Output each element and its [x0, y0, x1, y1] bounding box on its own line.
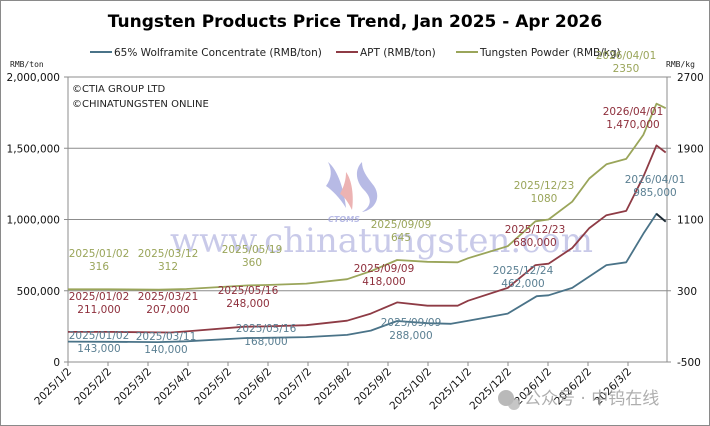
- right-axis-tick-label: 2700: [677, 72, 704, 84]
- x-axis-tick-label: 2025/9/2: [352, 366, 394, 408]
- annotation-date: 2025/01/02: [69, 330, 130, 342]
- series-line-wolframite: [67, 212, 667, 344]
- x-axis-tick-label: 2025/11/2: [428, 366, 475, 413]
- series-line-apt: [68, 144, 667, 334]
- legend-label-apt: APT (RMB/ton): [360, 47, 436, 59]
- x-axis-tick-label: 2025/7/2: [272, 366, 314, 408]
- ctoms-logo-watermark: CTOMS: [326, 162, 378, 224]
- annotation-date: 2025/12/24: [493, 265, 554, 277]
- right-axis-tick-label: -500: [677, 357, 701, 369]
- annotation-value: 462,000: [501, 278, 544, 290]
- annotation-value: 140,000: [144, 344, 187, 356]
- wechat-account-text: 公众号 · 中钨在线: [524, 389, 659, 409]
- annotation-date: 2025/05/19: [222, 244, 283, 256]
- annotation-date: 2025/09/09: [354, 263, 415, 275]
- annotation-value: 1080: [531, 193, 558, 205]
- annotation-value: 316: [89, 261, 109, 273]
- legend: 65% Wolframite Concentrate (RMB/ton) APT…: [90, 47, 621, 59]
- left-axis-tick-label: 1,500,000: [7, 143, 60, 155]
- right-axis-unit: RMB/kg: [666, 60, 695, 69]
- annotation: 2026/04/011,470,000: [603, 106, 664, 131]
- gridlines: [64, 76, 671, 363]
- x-axis-tick-label: 2025/1/2: [32, 366, 74, 408]
- annotation-date: 2026/04/01: [603, 106, 664, 118]
- url-watermark: www.chinatungsten.com: [170, 221, 593, 261]
- x-axis-tick-label: 2025/6/2: [232, 366, 274, 408]
- annotation-date: 2025/03/21: [138, 291, 199, 303]
- annotation-value: 143,000: [77, 343, 120, 355]
- annotation-value: 312: [158, 261, 178, 273]
- annotation-value: 360: [242, 257, 262, 269]
- left-axis-tick-label: 2,000,000: [7, 72, 60, 84]
- annotation-date: 2025/01/02: [69, 248, 130, 260]
- right-axis-tick-label: 1900: [677, 143, 704, 155]
- annotation-value: 418,000: [362, 276, 405, 288]
- annotation-date: 2025/03/12: [138, 248, 199, 260]
- left-axis-unit: RMB/ton: [10, 60, 44, 69]
- left-axis-ticks: 2,000,000 1,500,000 1,000,000 500,000 0: [7, 72, 60, 369]
- left-axis-tick-label: 1,000,000: [7, 215, 60, 227]
- series-line-powder: [68, 102, 667, 291]
- x-axis-tick-label: 2025/3/2: [112, 366, 154, 408]
- x-axis-tick-label: 2025/5/2: [192, 366, 234, 408]
- legend-label-powder: Tungsten Powder (RMB/kg): [479, 47, 621, 59]
- copyright-line-2: ©CHINATUNGSTEN ONLINE: [72, 99, 209, 110]
- annotation-date: 2026/04/01: [625, 174, 686, 186]
- annotation-value: 288,000: [389, 330, 432, 342]
- right-axis-ticks: 2700 1900 1100 300 -500: [677, 72, 704, 369]
- annotation-value: 2350: [613, 63, 640, 75]
- annotation-date: 2025/03/11: [136, 331, 197, 343]
- series-lines: [67, 102, 667, 344]
- annotation-value: 645: [391, 232, 411, 244]
- x-axis-tick-label: 2025/10/2: [388, 366, 435, 413]
- annotation-value: 248,000: [226, 298, 269, 310]
- x-axis-tick-label: 2025/2/2: [72, 366, 114, 408]
- wechat-watermark: 公众号 · 中钨在线: [498, 389, 659, 410]
- logo-watermark-text: CTOMS: [328, 215, 360, 224]
- annotation-value: 985,000: [633, 187, 676, 199]
- annotation-value: 211,000: [77, 304, 120, 316]
- right-axis-tick-label: 300: [677, 286, 697, 298]
- annotation-value: 207,000: [146, 304, 189, 316]
- copyright-line-1: ©CTIA GROUP LTD: [72, 84, 165, 95]
- left-axis-tick-label: 0: [53, 357, 60, 369]
- data-annotations: 2025/01/023162025/03/123122025/05/193602…: [69, 50, 686, 356]
- left-axis-tick-label: 500,000: [17, 286, 60, 298]
- legend-label-wolframite: 65% Wolframite Concentrate (RMB/ton): [114, 47, 322, 59]
- annotation-date: 2025/05/16: [218, 285, 279, 297]
- x-axis-tick-label: 2025/4/2: [152, 366, 194, 408]
- annotation-date: 2025/01/02: [69, 291, 130, 303]
- annotation-date: 2025/12/23: [514, 180, 575, 192]
- chart-title: Tungsten Products Price Trend, Jan 2025 …: [108, 12, 602, 32]
- annotation-value: 1,470,000: [606, 119, 659, 131]
- annotation-value: 680,000: [513, 237, 556, 249]
- annotation-date: 2026/04/01: [596, 50, 657, 62]
- right-axis-tick-label: 1100: [677, 215, 704, 227]
- annotation-value: 168,000: [244, 336, 287, 348]
- annotation-date: 2025/05/16: [236, 323, 297, 335]
- annotation-date: 2025/09/09: [381, 317, 442, 329]
- annotation-date: 2025/09/09: [371, 219, 432, 231]
- x-axis-tick-label: 2025/8/2: [312, 366, 354, 408]
- annotation-date: 2025/12/23: [505, 224, 566, 236]
